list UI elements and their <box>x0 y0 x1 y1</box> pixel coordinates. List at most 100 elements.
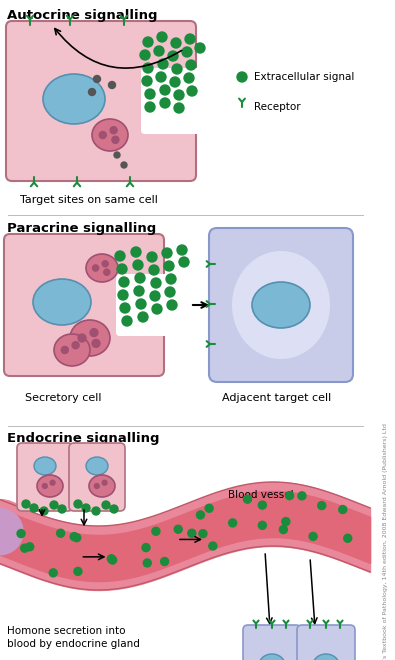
Circle shape <box>131 247 141 257</box>
FancyBboxPatch shape <box>69 443 125 511</box>
Ellipse shape <box>37 475 63 497</box>
FancyBboxPatch shape <box>297 625 355 660</box>
Text: Paracrine signalling: Paracrine signalling <box>7 222 156 235</box>
Circle shape <box>17 529 25 537</box>
Circle shape <box>56 529 65 537</box>
Circle shape <box>161 558 169 566</box>
Circle shape <box>109 81 115 88</box>
Circle shape <box>157 32 167 42</box>
Circle shape <box>179 257 189 267</box>
Circle shape <box>174 525 182 533</box>
Text: Endocrine signalling: Endocrine signalling <box>7 432 160 445</box>
Circle shape <box>188 529 196 537</box>
Circle shape <box>92 339 100 347</box>
Circle shape <box>73 534 81 542</box>
Circle shape <box>174 90 184 100</box>
Circle shape <box>58 505 66 513</box>
Circle shape <box>102 261 108 267</box>
Circle shape <box>49 569 57 577</box>
Circle shape <box>195 43 205 53</box>
Text: Secretory cell: Secretory cell <box>25 393 102 403</box>
Circle shape <box>118 290 128 300</box>
Circle shape <box>149 265 159 275</box>
Circle shape <box>185 34 195 44</box>
Circle shape <box>70 533 78 541</box>
Circle shape <box>30 504 38 512</box>
Circle shape <box>205 504 213 512</box>
Circle shape <box>88 88 96 96</box>
Circle shape <box>92 265 99 271</box>
Circle shape <box>162 248 172 258</box>
Ellipse shape <box>86 457 108 475</box>
Text: © Muir’s Textbook of Pathology, 14th edition, 2008 Edward Arnold (Publishers) Lt: © Muir’s Textbook of Pathology, 14th edi… <box>382 423 388 660</box>
Ellipse shape <box>43 74 105 124</box>
Circle shape <box>138 312 148 322</box>
Circle shape <box>110 127 117 134</box>
Circle shape <box>150 291 160 301</box>
Circle shape <box>199 529 207 538</box>
Circle shape <box>40 507 48 515</box>
Circle shape <box>115 251 125 261</box>
Circle shape <box>168 51 178 61</box>
Circle shape <box>160 85 170 95</box>
Circle shape <box>142 544 150 552</box>
Circle shape <box>133 260 143 270</box>
Circle shape <box>121 162 127 168</box>
Circle shape <box>120 303 130 313</box>
Circle shape <box>258 521 266 529</box>
Circle shape <box>167 300 177 310</box>
Circle shape <box>147 252 157 262</box>
Circle shape <box>140 50 150 60</box>
Circle shape <box>114 152 120 158</box>
Circle shape <box>50 480 55 485</box>
Text: Extracellular signal: Extracellular signal <box>254 72 354 82</box>
FancyBboxPatch shape <box>4 234 164 376</box>
Circle shape <box>0 500 32 564</box>
Circle shape <box>344 534 352 543</box>
Circle shape <box>282 517 290 525</box>
Ellipse shape <box>70 320 110 356</box>
FancyBboxPatch shape <box>17 443 73 511</box>
Circle shape <box>94 484 99 488</box>
Text: Receptor: Receptor <box>254 102 301 112</box>
FancyBboxPatch shape <box>6 21 196 181</box>
Circle shape <box>318 502 326 510</box>
Circle shape <box>0 509 23 554</box>
Text: Target sites on same cell: Target sites on same cell <box>20 195 158 205</box>
Circle shape <box>122 316 132 326</box>
Circle shape <box>174 103 184 113</box>
Circle shape <box>90 329 98 337</box>
Circle shape <box>82 504 90 512</box>
Circle shape <box>171 38 181 48</box>
Circle shape <box>339 506 347 513</box>
Circle shape <box>160 98 170 108</box>
Circle shape <box>102 501 110 509</box>
Ellipse shape <box>259 654 285 660</box>
FancyBboxPatch shape <box>209 228 353 382</box>
Circle shape <box>154 46 164 56</box>
Circle shape <box>72 342 79 348</box>
Circle shape <box>22 500 30 508</box>
Circle shape <box>78 334 86 342</box>
Ellipse shape <box>89 475 115 497</box>
Circle shape <box>136 299 146 309</box>
Circle shape <box>109 556 117 564</box>
Circle shape <box>164 261 174 271</box>
Circle shape <box>117 264 127 274</box>
Circle shape <box>135 273 145 283</box>
Circle shape <box>187 86 197 96</box>
Circle shape <box>110 505 118 513</box>
Ellipse shape <box>313 654 339 660</box>
Ellipse shape <box>92 119 128 151</box>
Ellipse shape <box>34 457 56 475</box>
Circle shape <box>165 287 175 297</box>
Circle shape <box>99 131 106 139</box>
Ellipse shape <box>232 251 330 359</box>
Circle shape <box>186 60 196 70</box>
Circle shape <box>237 72 247 82</box>
Circle shape <box>209 542 217 550</box>
Circle shape <box>286 492 293 500</box>
Text: Homone secretion into
blood by endocrine gland: Homone secretion into blood by endocrine… <box>7 626 140 649</box>
FancyBboxPatch shape <box>116 274 182 336</box>
Circle shape <box>143 559 151 567</box>
